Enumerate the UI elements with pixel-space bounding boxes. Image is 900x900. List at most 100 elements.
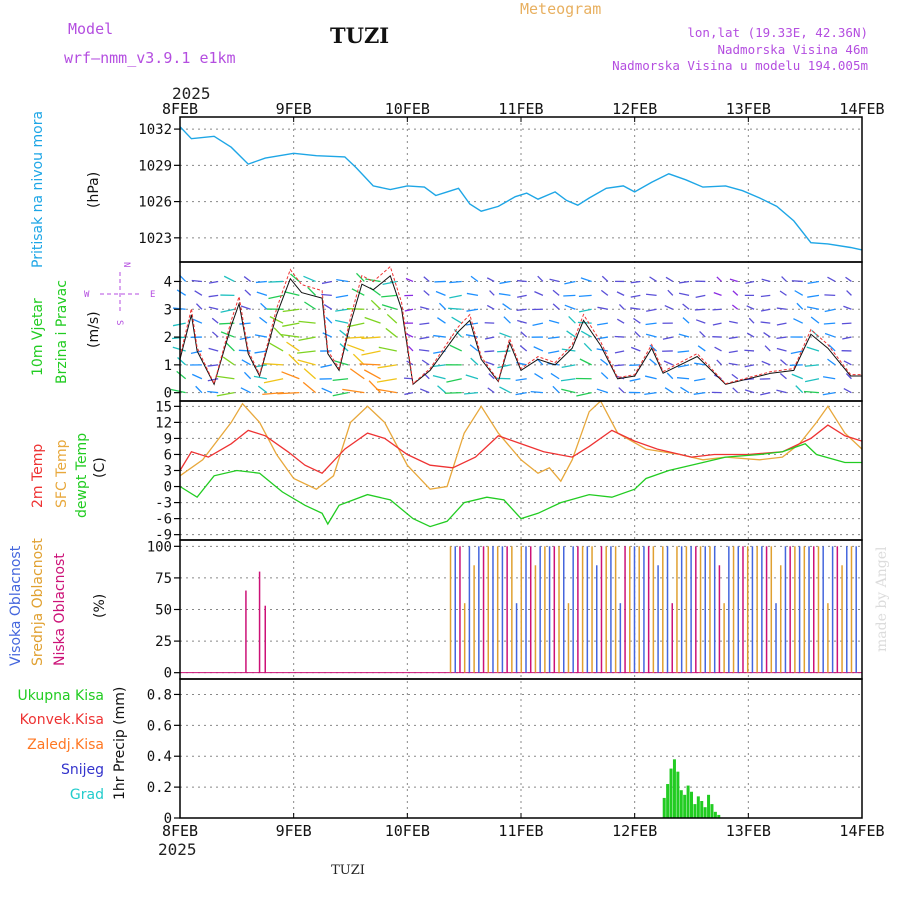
temp-tick-label: -9 (155, 528, 172, 544)
x-tick-label-top: 9FEB (276, 100, 312, 118)
wind-arrow (335, 319, 349, 324)
wind-arrow (499, 386, 511, 394)
wind-arrow (288, 353, 300, 366)
wind-arrow (208, 347, 219, 352)
wind-arrow (560, 378, 576, 382)
wind-arrow (564, 304, 576, 310)
wind-arrow (273, 327, 284, 338)
wind-arrow (678, 292, 690, 296)
pressure-label: Pritisak na nivou mora (30, 111, 46, 268)
wind-arrow (600, 372, 609, 380)
wind-arrow (712, 308, 722, 311)
compass-east: E (150, 290, 155, 300)
wind-arrow (498, 293, 511, 297)
wind-arrow (713, 292, 722, 296)
wind-arrow (597, 306, 608, 310)
wind-arrow (487, 387, 495, 394)
wind-arrow (744, 364, 755, 368)
wind-arrow (677, 364, 690, 368)
wind-arrow (302, 381, 317, 394)
wind-arrow (321, 293, 332, 297)
wind-arrow (418, 349, 430, 352)
wind-arrow (634, 331, 641, 338)
wind-arrow (515, 378, 527, 382)
wind-arrow (339, 343, 349, 352)
wind-arrow (729, 320, 738, 324)
wind-arrow (449, 344, 463, 352)
wind-arrow (697, 345, 706, 352)
wind-arrow (208, 306, 219, 310)
wind-arrow (211, 331, 219, 338)
wind-arrow (444, 392, 462, 394)
wind-arrow (732, 290, 739, 296)
x-tick-label-top: 10FEB (385, 100, 430, 118)
wind-arrow (630, 346, 641, 352)
wind-arrow (466, 308, 479, 312)
wind-arrow (845, 373, 852, 380)
station-title: TUZI (330, 23, 389, 48)
wind-arrow (841, 322, 852, 325)
precip-bar (693, 804, 697, 818)
wind-unit: (m/s) (86, 311, 102, 348)
wind-arrow (277, 392, 300, 395)
wind-arrow (665, 276, 674, 283)
wind-arrow (437, 317, 446, 324)
wind-arrow (716, 276, 722, 282)
wind-arrow (303, 368, 317, 380)
wind-arrow (842, 336, 852, 340)
wind-arrow (666, 372, 674, 380)
wind-arrow (172, 336, 186, 340)
temp-tick-label: 9 (164, 431, 172, 447)
wind-arrow (807, 280, 820, 284)
cloud-tick-label: 100 (147, 539, 172, 555)
wind-arrow (760, 308, 771, 312)
footer-station: TUZI (331, 863, 365, 878)
cloud-unit: (%) (92, 594, 108, 618)
wind-arrow (176, 370, 187, 380)
wind-arrow (616, 318, 625, 324)
temp-tick-label: 15 (155, 399, 172, 415)
wind-arrow (776, 347, 787, 352)
wind-arrow (241, 359, 251, 366)
wind-arrow (564, 280, 576, 285)
wind-arrow (760, 392, 771, 396)
wind-arrow (342, 388, 365, 394)
wind-arrow (282, 322, 300, 327)
wind-tick-label: 4 (164, 274, 172, 290)
wind-tick-label: 3 (164, 302, 172, 318)
wind-arrow (764, 345, 771, 352)
axis-layer: 10321029102610234321015129630-3-6-910075… (138, 100, 884, 840)
wind-arrow (824, 332, 836, 338)
x-tick-label-top: 14FEB (839, 100, 884, 118)
wind-arrow (378, 346, 397, 352)
wind-arrow (499, 332, 511, 338)
year-bottom: 2025 (158, 840, 197, 859)
temp-tick-label: -6 (155, 512, 172, 528)
wind-arrow (499, 280, 511, 285)
wind-arrow (361, 336, 381, 340)
precip-bar (662, 797, 666, 818)
wind-arrow (423, 372, 430, 380)
wind-arrow (403, 377, 414, 380)
wind-arrow (548, 350, 560, 354)
model-elevation-text: Nadmorska Visina u modelu 194.005m (612, 58, 868, 73)
cloud-label-2: Srednja Oblacnost (30, 538, 46, 666)
precip-tick-label: 0.2 (147, 780, 172, 796)
wind-arrow (807, 294, 820, 298)
wind-arrow (614, 364, 625, 367)
precip-bar (672, 759, 676, 818)
wind-arrow (263, 378, 284, 384)
sfc-temp-line (179, 399, 863, 490)
wind-arrow (693, 392, 706, 395)
wind-arrow (795, 385, 804, 394)
wind-arrow (484, 350, 495, 353)
wind-arrow (466, 292, 479, 297)
precip-bar (707, 794, 711, 818)
wind-arrow (780, 359, 787, 366)
wind-arrow (405, 277, 414, 283)
wind-arrow (359, 363, 381, 366)
compass-south: S (114, 320, 124, 325)
wind-arrow (791, 280, 803, 283)
wind-arrow (827, 358, 836, 366)
